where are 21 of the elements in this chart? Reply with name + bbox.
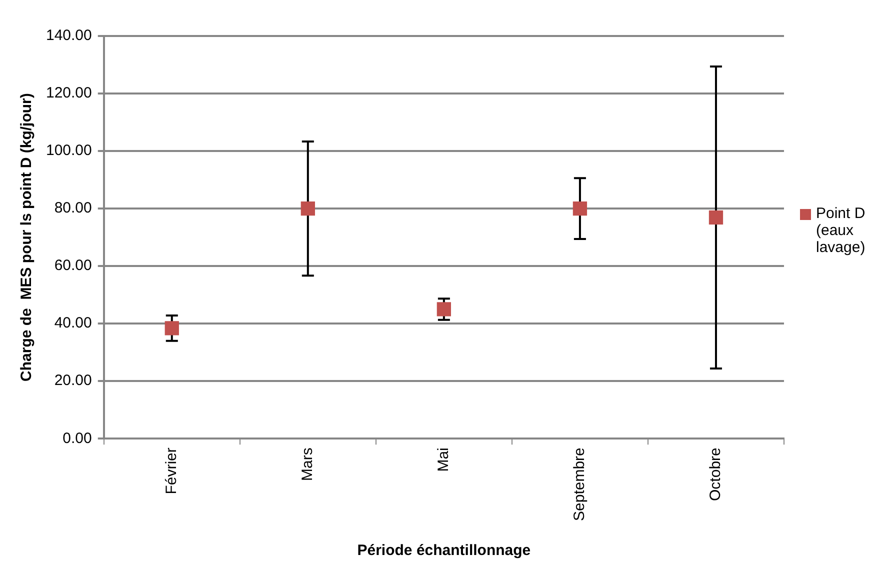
y-tick-label: 40.00	[54, 314, 92, 332]
x-tick-label: Septembre	[571, 448, 588, 521]
y-axis-title: Charge de MES pour ls point D (kg/jour)	[18, 93, 36, 382]
y-tick-label: 60.00	[54, 257, 92, 274]
point	[572, 201, 588, 216]
y-tick-label: 140.00	[46, 27, 92, 44]
x-axis-title: Période échantillonnage	[357, 542, 531, 560]
legend-label: Point D (eaux lavage)	[816, 205, 866, 256]
x-tick-label: Octobre	[707, 448, 724, 501]
x-tick-label: Mars	[299, 448, 316, 481]
y-tick-label: 100.00	[46, 142, 92, 160]
x-tick-label: Février	[163, 448, 180, 494]
point	[300, 201, 315, 216]
x-tick-label: Mai	[435, 448, 452, 472]
point	[436, 302, 452, 316]
point	[708, 210, 724, 225]
y-tick-label: 20.00	[54, 372, 92, 390]
y-tick-label: 0.00	[62, 430, 92, 447]
y-tick-label: 80.00	[54, 200, 92, 217]
y-tick-label: 120.00	[46, 84, 92, 102]
point	[164, 321, 179, 336]
